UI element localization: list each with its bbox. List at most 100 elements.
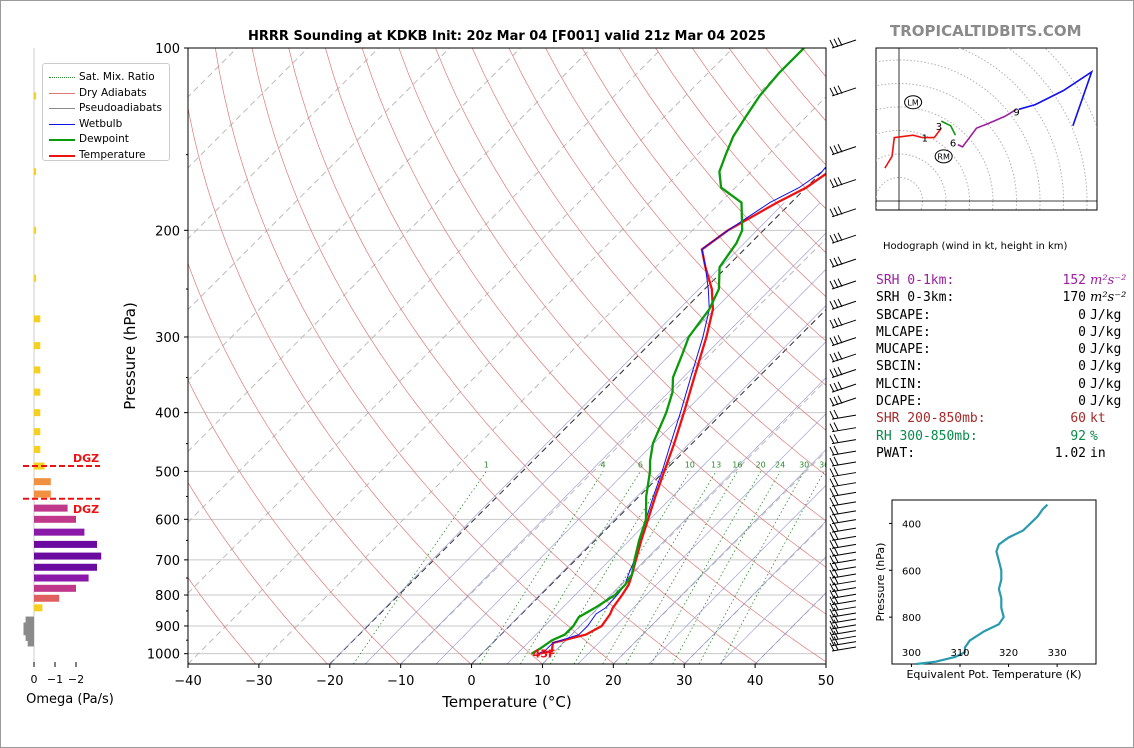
hodograph-trace: [957, 108, 1017, 148]
mixing-ratio-label: 10: [685, 460, 695, 469]
dry-adiabat: [188, 481, 328, 664]
wind-barb-flag: [829, 319, 835, 329]
param-unit: J/kg: [1090, 342, 1122, 358]
omega-tick-label: −1: [47, 673, 63, 686]
dry-adiabat: [188, 106, 543, 664]
right-mover-label: RM: [937, 152, 950, 161]
mixing-ratio-label: 30: [799, 460, 809, 469]
hodograph-height-label: 3: [936, 122, 942, 133]
y-tick-label: 700: [155, 554, 180, 569]
param-value: 92: [1070, 428, 1086, 444]
param-value: 60: [1070, 411, 1086, 427]
wind-barb-flag: [829, 457, 835, 467]
wind-barb-flag: [829, 369, 835, 378]
x-tick-label: −20: [316, 674, 343, 689]
theta-e-line: [916, 503, 1049, 666]
y-tick-label: 300: [155, 331, 180, 346]
wind-barb-flag: [829, 620, 835, 630]
mixing-ratio-line: [573, 471, 691, 664]
x-tick-label: −40: [174, 674, 201, 689]
omega-bar: [34, 552, 102, 560]
wind-barb-shaft: [831, 280, 857, 290]
wind-barb-shaft: [831, 612, 857, 618]
x-tick-label: 10: [534, 674, 551, 689]
param-value: 0: [1078, 324, 1086, 340]
wind-barb-flag: [829, 631, 835, 641]
wind-barb-shaft: [831, 566, 857, 572]
wind-barb-shaft: [831, 646, 857, 652]
theta-e-x-tick-label: 300: [902, 648, 921, 659]
hodograph-trace: [940, 120, 957, 136]
x-tick-label: −30: [245, 674, 272, 689]
wind-barb-shaft: [831, 559, 857, 565]
y-tick-label: 800: [155, 589, 180, 604]
hodograph: 10 20 30 40 50 60 70 136 9 LM RM: [875, 47, 1098, 211]
param-key: PWAT:: [876, 445, 916, 461]
omega-bar: [27, 639, 34, 647]
dgz-label-bottom: DGZ: [73, 503, 99, 516]
param-unit: J/kg: [1090, 324, 1122, 340]
isotherm-line: [542, 379, 826, 664]
hodograph-frame: [875, 47, 1098, 211]
isotherm-line: [188, 48, 592, 453]
legend-swatch: [49, 123, 75, 125]
dry-adiabat: [618, 48, 826, 298]
param-unit: kt: [1090, 411, 1106, 427]
param-value: 0: [1078, 342, 1086, 358]
wind-barb-flag: [833, 522, 839, 532]
wind-barb-flag: [829, 397, 835, 407]
wind-barb-flag: [833, 588, 839, 598]
wind-barb-shaft: [831, 573, 857, 579]
wind-barb-flag: [829, 596, 835, 605]
left-mover-marker: [904, 95, 923, 110]
wind-barb-flag: [833, 434, 839, 443]
param-row: SBCAPE: 0 J/kg: [876, 307, 1126, 324]
mixing-ratio-label: 13: [711, 460, 721, 469]
wind-barb-flag: [833, 546, 839, 556]
pseudoadiabat: [435, 268, 826, 664]
omega-bar: [34, 445, 41, 453]
wind-barb-shaft: [831, 543, 857, 549]
wind-barb-flag: [833, 368, 839, 377]
theta-e-y-tick-label: 400: [902, 519, 921, 530]
isotherm-line: [188, 48, 380, 240]
wind-barb-flag: [837, 176, 843, 186]
legend-swatch: [49, 108, 75, 109]
wind-barb-flag: [833, 86, 839, 95]
wind-barb-shaft: [831, 472, 857, 478]
wind-barb-flag: [829, 337, 835, 346]
wind-barb-flag: [829, 540, 835, 549]
param-key: RH 300-850mb:: [876, 428, 978, 444]
legend-swatch: [49, 92, 75, 94]
pseudoadiabat: [754, 592, 826, 664]
wind-barb-flag: [829, 602, 835, 612]
mixing-ratio-label: 20: [756, 460, 766, 469]
dry-adiabat: [581, 48, 826, 342]
chart-legend: Sat. Mix. Ratio Dry Adiabats Pseudoadiabat…: [42, 63, 170, 161]
pseudoadiabat: [577, 413, 826, 664]
param-value: 0: [1078, 394, 1086, 410]
dry-adiabat: [214, 48, 615, 664]
legend-item: Pseudoadiabats: [79, 102, 162, 114]
dry-adiabat: [471, 48, 826, 476]
dry-adiabat: [545, 48, 826, 386]
y-tick-label: 200: [155, 224, 180, 239]
param-key: DCAPE:: [876, 394, 923, 410]
param-value: 0: [1078, 376, 1086, 392]
wind-barb-flag: [833, 505, 839, 514]
isotherm-line: [188, 48, 450, 311]
wind-barb-flag: [837, 37, 843, 46]
wind-barb-flag: [833, 561, 839, 570]
param-row: MLCIN: 0 J/kg: [876, 376, 1126, 393]
wind-barb-shaft: [831, 587, 857, 593]
skewt-background-lines: 1 4 6 8 10 13 16 20 24 30 36: [188, 48, 826, 664]
wind-barb-flag: [829, 506, 835, 516]
wind-barb-flag: [829, 562, 835, 572]
mixing-ratio-line: [672, 471, 781, 664]
wind-barb-shaft: [831, 461, 857, 467]
theta-e-y-tick-label: 800: [902, 613, 921, 624]
wind-barb-flag: [829, 383, 835, 393]
isotherm-line: [612, 450, 826, 664]
wind-barb-flag: [837, 395, 843, 404]
param-row: SRH 0-1km: 152 m²s⁻²: [876, 272, 1126, 289]
